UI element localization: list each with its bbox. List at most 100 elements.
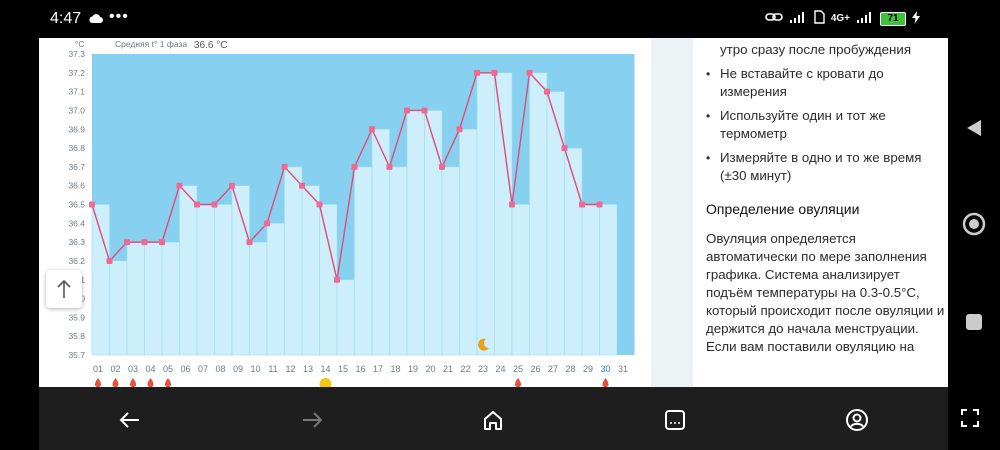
legend-value: 36.6 °C bbox=[194, 40, 227, 51]
list-item: Используйте один и тот же термометр bbox=[706, 107, 946, 143]
point-day-27 bbox=[544, 88, 550, 95]
point-day-25 bbox=[509, 201, 515, 208]
bar-day-10 bbox=[249, 241, 268, 356]
bar-day-23 bbox=[476, 72, 495, 356]
bar-day-03 bbox=[126, 241, 145, 356]
article-paragraph: Овуляция определяется автоматически по м… bbox=[706, 231, 945, 336]
x-tick-label: 17 bbox=[373, 364, 383, 374]
bar-day-13 bbox=[301, 185, 320, 356]
tabs-button[interactable] bbox=[660, 405, 690, 435]
point-day-07 bbox=[194, 201, 200, 208]
y-tick-label: 35.7 bbox=[68, 350, 85, 360]
arrow-right-icon bbox=[303, 412, 323, 428]
point-day-13 bbox=[299, 182, 305, 189]
temperature-chart: °C Средняя t° 1 фаза 36.6 °C 37.3 37.2 37.… bbox=[68, 39, 635, 387]
network-type: 4G+ bbox=[830, 13, 850, 24]
x-tick-label: 14 bbox=[320, 364, 330, 374]
y-tick-label: 36.9 bbox=[68, 124, 85, 134]
y-tick-label: 37.2 bbox=[68, 68, 85, 78]
x-tick-label: 12 bbox=[285, 364, 295, 374]
point-day-24 bbox=[491, 69, 498, 76]
tips-list: утро сразу после пробуждения Не вставайт… bbox=[706, 41, 946, 185]
point-day-04 bbox=[141, 239, 148, 246]
triangle-back-icon bbox=[967, 120, 981, 136]
x-tick-label: 03 bbox=[128, 364, 138, 374]
bar-day-06 bbox=[179, 185, 198, 356]
bar-day-04 bbox=[144, 241, 163, 356]
point-day-12 bbox=[281, 163, 288, 170]
x-tick-label: 29 bbox=[583, 364, 593, 374]
legend-label: Средняя t° 1 фаза bbox=[115, 39, 187, 49]
bar-day-24 bbox=[494, 72, 513, 356]
blood-drop-icon bbox=[515, 378, 521, 387]
x-tick-label: 15 bbox=[338, 364, 348, 374]
y-tick-label: 35.8 bbox=[68, 331, 85, 341]
temperature-line bbox=[91, 71, 600, 280]
home-button[interactable] bbox=[478, 405, 508, 435]
bar-day-20 bbox=[424, 110, 443, 356]
blood-drop-icon bbox=[165, 378, 171, 387]
bar-day-07 bbox=[196, 204, 215, 356]
x-tick-label: 19 bbox=[408, 364, 418, 374]
point-day-29 bbox=[579, 201, 585, 208]
charging-icon bbox=[912, 10, 920, 27]
more-notifications-icon: ••• bbox=[109, 8, 129, 25]
sim-icon bbox=[813, 10, 825, 27]
point-day-16 bbox=[351, 163, 358, 170]
blood-drop-icon bbox=[147, 378, 154, 387]
forward-button[interactable] bbox=[297, 405, 327, 435]
x-tick-label: 24 bbox=[495, 364, 505, 374]
bar-day-08 bbox=[214, 204, 233, 356]
x-tick-label: 23 bbox=[478, 364, 488, 374]
signal-icon-2 bbox=[856, 11, 874, 26]
x-tick-label: 01 bbox=[93, 364, 103, 374]
system-recents-button[interactable] bbox=[962, 310, 986, 334]
bar-day-22 bbox=[459, 128, 478, 356]
system-home-button[interactable] bbox=[962, 212, 986, 236]
profile-icon bbox=[846, 409, 868, 431]
point-day-23 bbox=[474, 69, 480, 76]
y-tick-label: 37.0 bbox=[68, 105, 85, 115]
fullscreen-button[interactable] bbox=[960, 408, 984, 432]
point-day-05 bbox=[159, 239, 165, 246]
system-nav-bar bbox=[948, 0, 1000, 450]
y-tick-label: 37.1 bbox=[68, 87, 85, 97]
point-day-11 bbox=[264, 220, 270, 227]
list-item: Измеряйте в одно и то же время (±30 мину… bbox=[706, 149, 946, 185]
bar-day-12 bbox=[284, 166, 303, 356]
moon-icon bbox=[478, 338, 489, 351]
y-tick-label: 36.2 bbox=[68, 256, 85, 266]
bar-day-30 bbox=[599, 204, 618, 356]
x-tick-label: 13 bbox=[303, 364, 313, 374]
battery-icon: 71 bbox=[880, 11, 906, 26]
clock: 4:47 bbox=[50, 10, 82, 27]
back-button[interactable] bbox=[115, 405, 145, 435]
x-tick-label: 30 bbox=[600, 364, 610, 374]
cloud-icon bbox=[88, 11, 104, 29]
bar-day-15 bbox=[336, 279, 355, 356]
bar-day-28 bbox=[564, 147, 583, 356]
point-day-28 bbox=[561, 145, 568, 152]
status-bar: 4:47 ••• 4G+ 71 bbox=[0, 0, 948, 38]
list-item: Не вставайте с кровати до измерения bbox=[706, 65, 946, 101]
bar-day-26 bbox=[529, 72, 548, 356]
article-paragraph: Если вам поставили овуляцию на bbox=[706, 339, 915, 354]
scroll-top-button[interactable] bbox=[46, 270, 82, 308]
link-icon bbox=[765, 11, 783, 26]
point-day-21 bbox=[439, 163, 445, 170]
point-day-06 bbox=[176, 182, 183, 189]
bar-day-21 bbox=[441, 166, 460, 356]
y-tick-label: 37.3 bbox=[68, 49, 85, 59]
system-back-button[interactable] bbox=[962, 116, 986, 140]
list-item: утро сразу после пробуждения bbox=[720, 42, 912, 57]
home-icon bbox=[484, 411, 502, 430]
y-tick-label: 36.8 bbox=[68, 143, 85, 153]
x-tick-label: 27 bbox=[548, 364, 558, 374]
y-tick-label: 36.7 bbox=[68, 162, 85, 172]
y-tick-label: 35.9 bbox=[68, 312, 85, 322]
point-day-09 bbox=[229, 182, 235, 189]
profile-button[interactable] bbox=[842, 405, 872, 435]
x-tick-label: 28 bbox=[565, 364, 575, 374]
bar-day-25 bbox=[511, 204, 530, 356]
bar-day-29 bbox=[581, 204, 600, 356]
